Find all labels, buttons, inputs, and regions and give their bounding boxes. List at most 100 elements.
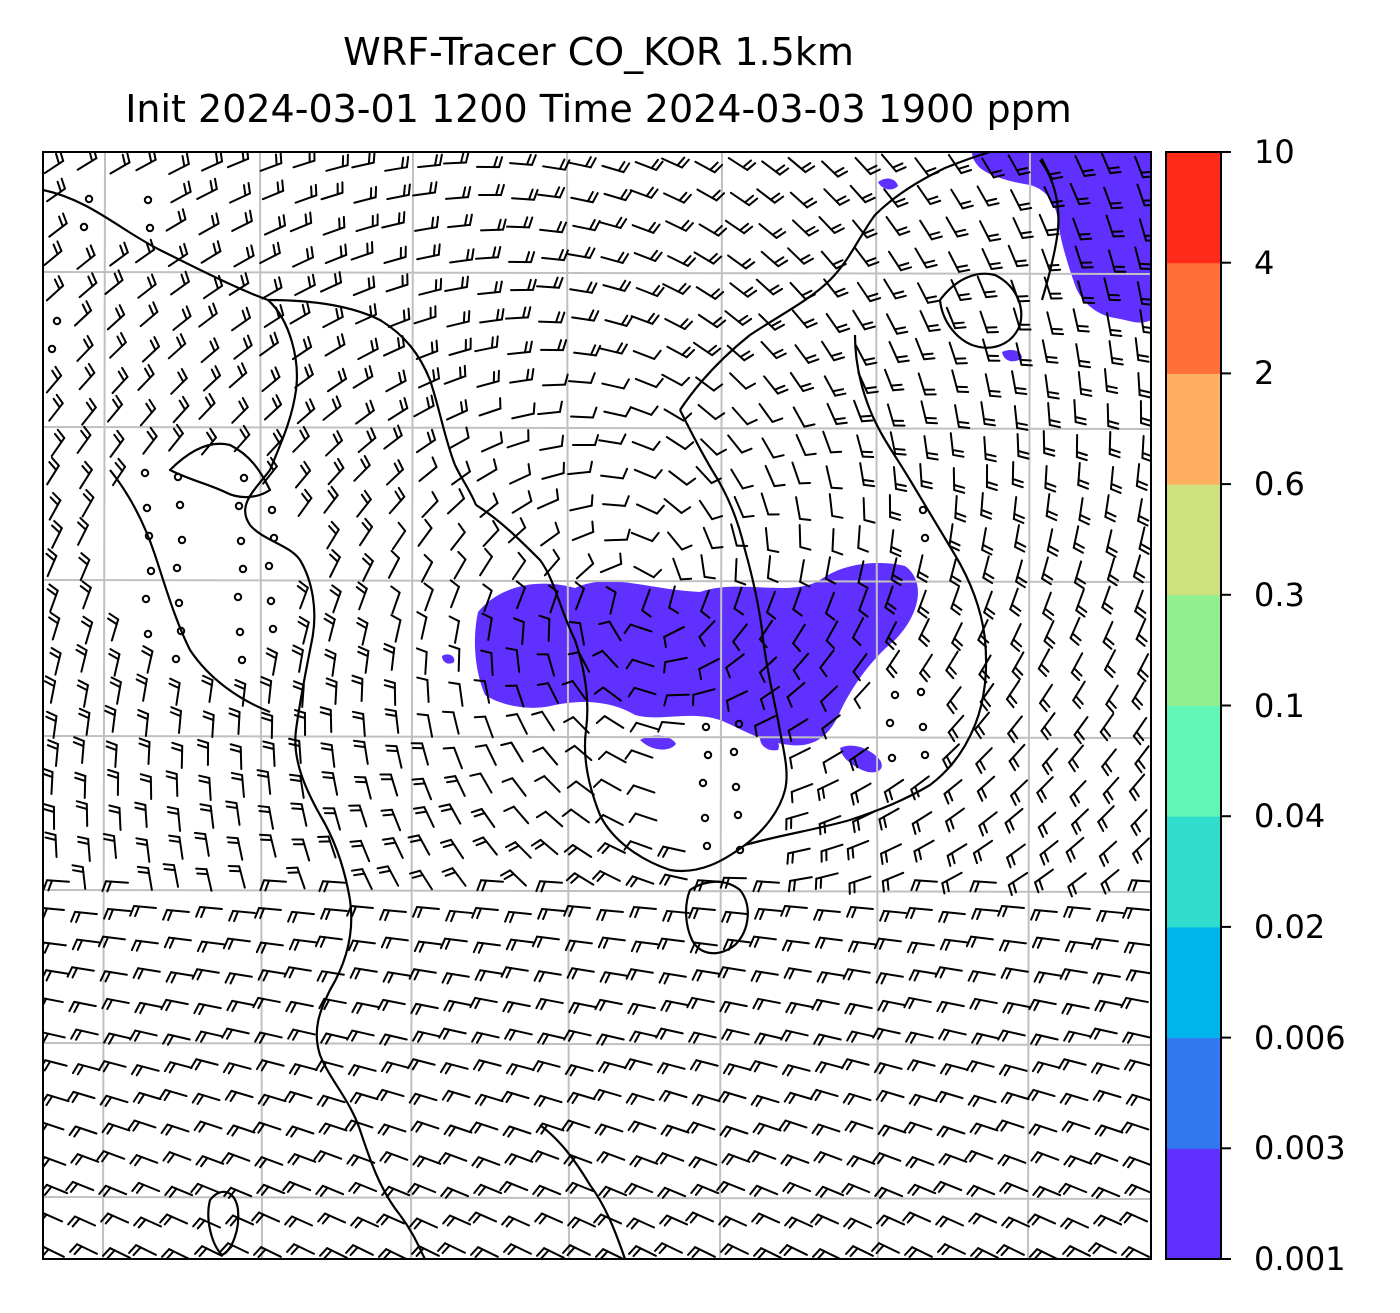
- wind-barb: [541, 248, 569, 262]
- wind-barb: [96, 1150, 126, 1163]
- wind-barb: [695, 376, 724, 392]
- wind-barb: [1119, 1211, 1149, 1224]
- wind-barb: [690, 1183, 720, 1196]
- wind-barb: [629, 1030, 658, 1043]
- wind-barb: [548, 584, 559, 614]
- wind-barb: [385, 744, 403, 769]
- wind-barb: [938, 1153, 968, 1166]
- wind-barb: [80, 615, 94, 645]
- wind-barb: [633, 249, 663, 262]
- wind-barb: [322, 305, 344, 329]
- wind-barb: [877, 999, 906, 1013]
- wind-barb: [476, 879, 504, 892]
- wind-barb: [499, 869, 527, 887]
- wind-barb: [536, 276, 564, 289]
- wind-barb: [973, 711, 991, 740]
- wind-barb: [659, 1214, 689, 1227]
- wind-barb: [440, 1186, 470, 1199]
- wind-barb: [78, 707, 91, 736]
- wind-barb: [170, 368, 188, 395]
- wind-barb: [628, 812, 658, 824]
- wind-barb: [599, 971, 628, 984]
- wind-barb: [1007, 154, 1031, 176]
- wind-barb: [722, 938, 751, 951]
- wind-barb: [325, 430, 343, 457]
- wind-barb: [635, 503, 665, 515]
- wind-barb: [934, 966, 963, 979]
- wind-barb: [570, 406, 598, 419]
- wind-barb: [661, 373, 691, 387]
- wind-barb: [222, 1062, 252, 1075]
- wind-barb: [379, 908, 407, 922]
- calm-wind-marker: [79, 222, 89, 232]
- calm-wind-marker: [264, 561, 274, 571]
- wind-barb: [347, 939, 376, 952]
- wind-barb: [321, 771, 339, 796]
- wind-barb: [480, 431, 504, 453]
- wind-barb: [563, 716, 590, 734]
- wind-barb: [724, 219, 754, 235]
- wind-barb: [564, 939, 593, 952]
- wind-barb: [296, 580, 309, 610]
- wind-barb: [263, 214, 287, 236]
- wind-barb: [1074, 154, 1096, 178]
- coast-okinawa-chain: [539, 1124, 627, 1259]
- wind-barb: [1131, 681, 1145, 711]
- wind-barb: [785, 811, 809, 831]
- colorbar-tick-label: 4: [1254, 243, 1275, 282]
- wind-barb: [625, 658, 655, 670]
- wind-barb: [945, 216, 969, 238]
- wind-barb: [259, 331, 279, 357]
- wind-barb: [381, 837, 404, 859]
- wind-barb: [825, 312, 851, 334]
- wind-barb: [1043, 185, 1065, 209]
- wind-barb: [656, 1062, 686, 1075]
- wind-barb: [196, 940, 225, 953]
- wind-barb: [721, 1153, 751, 1166]
- wind-barb: [1041, 339, 1059, 364]
- wind-barb: [663, 626, 685, 649]
- wind-barb: [43, 879, 70, 892]
- calm-wind-marker: [920, 533, 930, 543]
- wind-barb: [919, 653, 933, 683]
- wind-barb: [533, 1094, 563, 1107]
- wind-barb: [505, 684, 525, 708]
- wind-barb: [566, 780, 595, 796]
- wind-barb: [948, 341, 968, 365]
- wind-barb: [1134, 246, 1151, 271]
- wind-barb: [810, 1213, 840, 1226]
- wind-barb: [443, 152, 470, 165]
- wind-barb: [1094, 999, 1123, 1013]
- wind-barb: [629, 905, 657, 919]
- wind-barb: [917, 372, 937, 396]
- wind-barb: [43, 1183, 69, 1196]
- wind-barb: [1105, 214, 1125, 238]
- wind-barb: [504, 910, 532, 924]
- wind-barb: [502, 1000, 531, 1014]
- wind-barb: [65, 1180, 95, 1193]
- wind-barb: [1074, 245, 1094, 269]
- wind-barb: [108, 648, 121, 677]
- wind-barb: [731, 406, 758, 426]
- wind-barb: [568, 621, 585, 646]
- wind-barb: [951, 369, 970, 393]
- wind-barb: [411, 777, 433, 801]
- wind-barb: [535, 997, 564, 1011]
- wind-barb: [785, 1001, 814, 1015]
- wind-barb: [1103, 186, 1124, 210]
- wind-barb: [697, 313, 727, 329]
- wind-barb: [719, 1125, 749, 1138]
- wind-barb: [1103, 649, 1117, 679]
- wind-barb: [99, 970, 128, 983]
- wind-barb: [1134, 155, 1151, 179]
- wind-barb: [390, 585, 401, 615]
- wind-barb: [695, 465, 722, 485]
- gridline-parallel: [43, 1196, 1151, 1200]
- wind-barb: [787, 247, 814, 265]
- wind-barb: [663, 693, 690, 707]
- wind-barb: [1138, 218, 1151, 242]
- wind-barb: [663, 191, 692, 204]
- wind-barb: [190, 1182, 220, 1195]
- wind-barb: [500, 741, 524, 763]
- wind-barb: [753, 1247, 782, 1259]
